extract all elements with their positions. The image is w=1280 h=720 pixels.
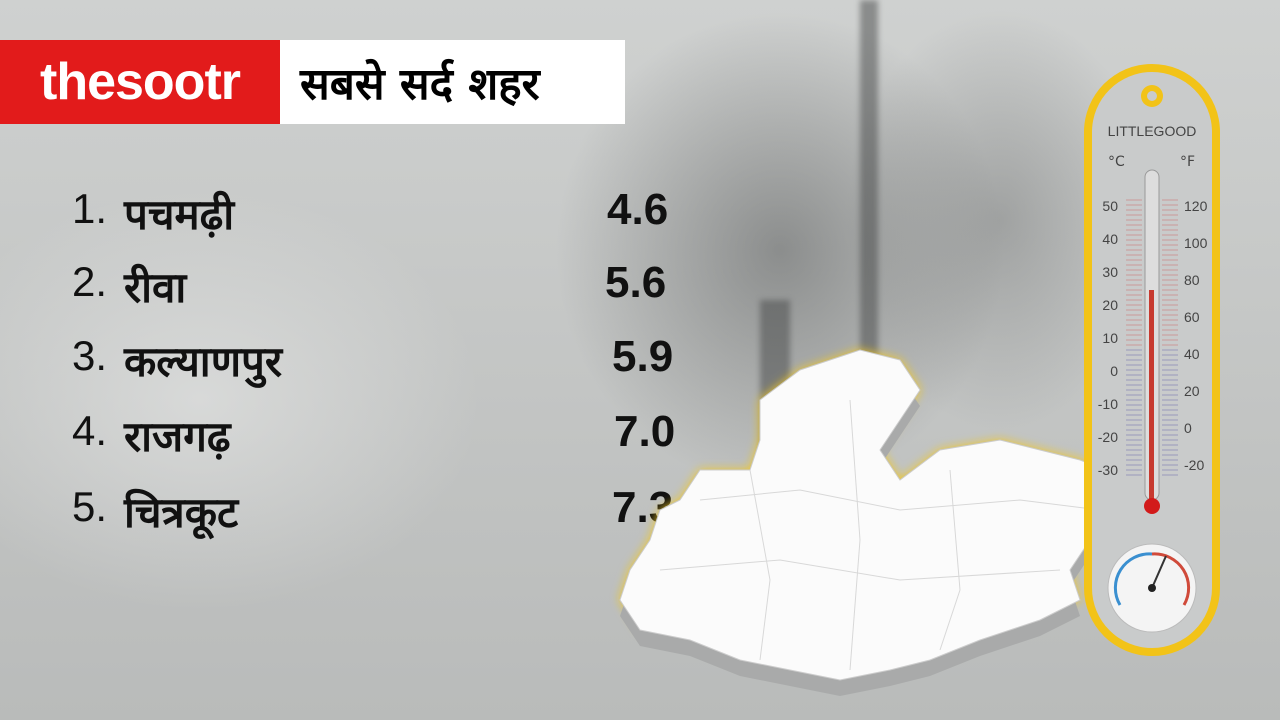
rank: 3. [72, 332, 108, 379]
list-item: 3. कल्याणपुर 5.9 [72, 332, 712, 392]
fahrenheit-tick: -20 [1184, 457, 1204, 473]
list-item: 1. पचमढ़ी 4.6 [72, 185, 712, 245]
fahrenheit-tick: 60 [1184, 309, 1200, 325]
city-name: राजगढ़ [124, 412, 231, 461]
fahrenheit-tick: 0 [1184, 420, 1192, 436]
temperature: 7.0 [614, 407, 676, 456]
celsius-tick: 10 [1102, 330, 1118, 346]
city-name: चित्रकूट [124, 488, 239, 537]
celsius-tick: 20 [1102, 297, 1118, 313]
celsius-tick: -20 [1098, 429, 1118, 445]
unit-fahrenheit: °F [1180, 154, 1195, 170]
thermometer-brand: LITTLEGOOD [1108, 123, 1197, 139]
list-item: 4. राजगढ़ 7.0 [72, 407, 712, 467]
list-item: 5. चित्रकूट 7.3 [72, 483, 712, 543]
celsius-tick: 0 [1110, 363, 1118, 379]
madhya-pradesh-map [619, 349, 1121, 696]
rank: 2. [72, 258, 108, 305]
temperature: 5.9 [612, 332, 674, 381]
unit-celsius: °C [1108, 154, 1125, 170]
list-item: 2. रीवा 5.6 [72, 258, 712, 318]
rank: 5. [72, 483, 108, 530]
rank: 4. [72, 407, 108, 454]
celsius-tick: 50 [1102, 198, 1118, 214]
fahrenheit-tick: 80 [1184, 272, 1200, 288]
celsius-tick: -30 [1098, 462, 1118, 478]
fahrenheit-tick: 40 [1184, 346, 1200, 362]
city-name: पचमढ़ी [124, 190, 235, 239]
celsius-tick: 30 [1102, 264, 1118, 280]
fahrenheit-tick: 20 [1184, 383, 1200, 399]
temperature: 4.6 [607, 185, 669, 234]
brand-logo: thesootr [0, 40, 280, 124]
page-title: सबसे सर्द शहर [280, 40, 625, 124]
fahrenheit-tick: 100 [1184, 235, 1208, 251]
city-name: कल्याणपुर [124, 337, 283, 386]
fahrenheit-tick: 120 [1184, 198, 1208, 214]
celsius-tick: -10 [1098, 396, 1118, 412]
rank: 1. [72, 185, 108, 232]
tree-trunk [860, 0, 878, 450]
city-name: रीवा [124, 263, 187, 312]
thermometer-image: LITTLEGOOD °C °F 50403020100-10-20-30120… [1084, 64, 1220, 656]
temperature: 5.6 [605, 258, 667, 307]
celsius-tick: 40 [1102, 231, 1118, 247]
